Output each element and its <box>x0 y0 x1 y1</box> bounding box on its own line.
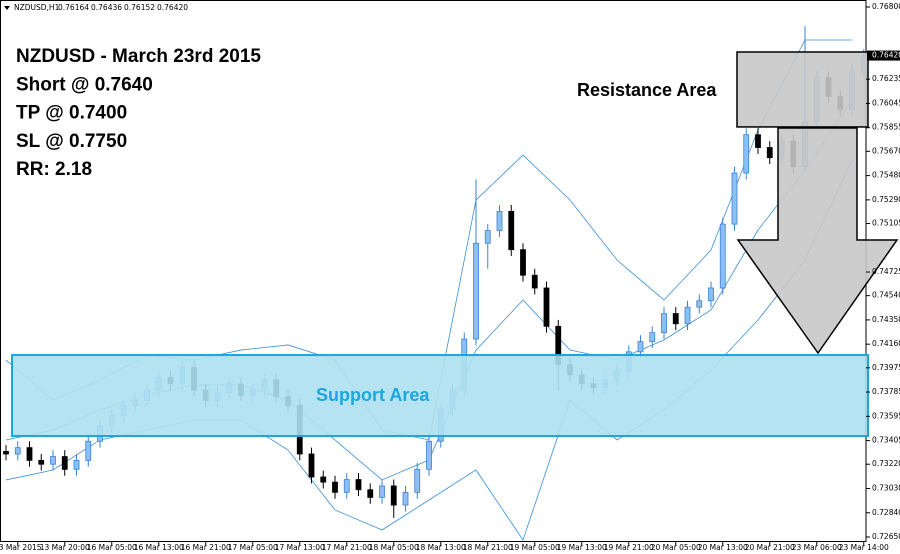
price-marker <box>867 50 900 61</box>
support-zone <box>11 354 869 438</box>
candle-body <box>85 440 92 461</box>
y-tick-label: 0.73595 <box>872 411 900 420</box>
menu-triangle <box>4 6 10 10</box>
x-tick-label: 13 Mar 2015 <box>0 543 42 552</box>
annotation: RR: 2.18 <box>16 159 92 180</box>
annotations: NZDUSD - March 23rd 2015 Short @ 0.7640 TP… <box>16 46 261 180</box>
y-tick-label: 0.73030 <box>872 483 900 492</box>
candle-body <box>3 451 9 455</box>
annotation: SL @ 0.7750 <box>16 131 127 152</box>
x-tick-label: 18 Mar 05:00 <box>369 543 419 552</box>
support-label: Support Area <box>316 385 430 405</box>
candle-body <box>508 210 515 251</box>
candle-body <box>496 210 503 231</box>
y-tick-label: 0.73220 <box>872 459 900 468</box>
annotation: Short @ 0.7640 <box>16 74 153 95</box>
resistance-label: Resistance Area <box>577 80 717 100</box>
candle-body <box>332 481 338 493</box>
x-tick-label: 17 Mar 05:00 <box>228 543 278 552</box>
y-tick-label: 0.75290 <box>872 195 900 204</box>
candle-body <box>14 447 21 455</box>
candle-body <box>755 134 761 148</box>
x-tick-label: 17 Mar 13:00 <box>275 543 325 552</box>
x-tick-label: 18 Mar 21:00 <box>463 543 513 552</box>
candle-body <box>390 485 397 506</box>
x-tick-label: 16 Mar 13:00 <box>134 543 184 552</box>
y-tick-label: 0.74540 <box>872 291 900 300</box>
candle-body <box>414 468 421 493</box>
candle-body <box>637 341 644 353</box>
x-tick-label: 13 Mar 20:00 <box>40 543 90 552</box>
candle-body <box>708 287 714 302</box>
candle-body <box>543 287 550 327</box>
candle-body <box>426 440 432 470</box>
y-tick-label: 0.74725 <box>872 267 900 276</box>
candle-body <box>531 274 538 289</box>
y-tick-label: 0.73405 <box>872 436 900 445</box>
y-tick-label: 0.72840 <box>872 508 900 517</box>
candle-body <box>308 453 315 478</box>
y-tick-label: 0.75480 <box>872 171 900 180</box>
candle-body <box>38 459 45 465</box>
ohlc-header: 0.76164 0.76436 0.76152 0.76420 <box>58 3 188 12</box>
candle-body <box>50 456 56 465</box>
y-tick-label: 0.73975 <box>872 363 900 372</box>
x-tick-label: 17 Mar 21:00 <box>322 543 372 552</box>
ohlc-value: 0.76164 <box>58 3 89 12</box>
y-tick-label: 0.75855 <box>872 123 900 132</box>
x-tick-label: 18 Mar 13:00 <box>416 543 466 552</box>
x-tick-label: 20 Mar 13:00 <box>698 543 748 552</box>
x-tick-label: 23 Mar 06:00 <box>792 543 842 552</box>
candle-body <box>484 230 491 244</box>
candle-body <box>355 479 362 491</box>
x-tick-label: 19 Mar 13:00 <box>557 543 607 552</box>
ohlc-value: 0.76152 <box>124 3 155 12</box>
candle-body <box>61 456 68 470</box>
candle-body <box>26 447 33 461</box>
candle-body <box>473 242 479 340</box>
candle-body <box>766 147 773 159</box>
candle-body <box>649 332 656 343</box>
y-tick-label: 0.76045 <box>872 98 900 107</box>
candle-body <box>672 313 679 325</box>
candle-body <box>73 459 80 470</box>
ohlc-value: 0.76420 <box>157 3 188 12</box>
y-tick-label: 0.74160 <box>872 339 900 348</box>
candle-body <box>379 485 385 498</box>
price-label: 0.76420 <box>872 51 900 60</box>
y-tick-label: 0.74350 <box>872 315 900 324</box>
y-tick-label: 0.75670 <box>872 146 900 155</box>
x-tick-label: 23 Mar 14:00 <box>839 543 889 552</box>
y-tick-label: 0.76235 <box>872 74 900 83</box>
candle-body <box>743 134 750 174</box>
x-tick-label: 16 Mar 21:00 <box>181 543 231 552</box>
candle-body <box>402 491 409 506</box>
y-tick-label: 0.75105 <box>872 218 900 227</box>
candle-body <box>719 223 726 289</box>
candle-body <box>731 172 738 225</box>
symbol: NZDUSD,H1 <box>14 3 60 12</box>
resistance-zone <box>736 51 869 128</box>
candle-body <box>520 249 526 276</box>
x-tick-label: 16 Mar 05:00 <box>87 543 137 552</box>
x-tick-label: 20 Mar 05:00 <box>651 543 701 552</box>
y-tick-label: 0.73785 <box>872 387 900 396</box>
ohlc-value: 0.76436 <box>91 3 122 12</box>
annotation: NZDUSD - March 23rd 2015 <box>16 46 261 67</box>
y-tick-label: 0.72650 <box>872 532 900 541</box>
candle-body <box>696 300 703 308</box>
candle-body <box>320 476 327 483</box>
candle-body <box>661 313 667 334</box>
x-tick-label: 20 Mar 21:00 <box>745 543 795 552</box>
x-tick-label: 19 Mar 05:00 <box>510 543 560 552</box>
y-tick-label: 0.76800 <box>872 2 900 11</box>
candle-body <box>343 479 350 493</box>
candle-body <box>684 306 691 325</box>
candle-body <box>367 489 374 498</box>
x-tick-label: 19 Mar 21:00 <box>604 543 654 552</box>
short-arrow <box>736 127 899 355</box>
annotation: TP @ 0.7400 <box>16 103 127 124</box>
